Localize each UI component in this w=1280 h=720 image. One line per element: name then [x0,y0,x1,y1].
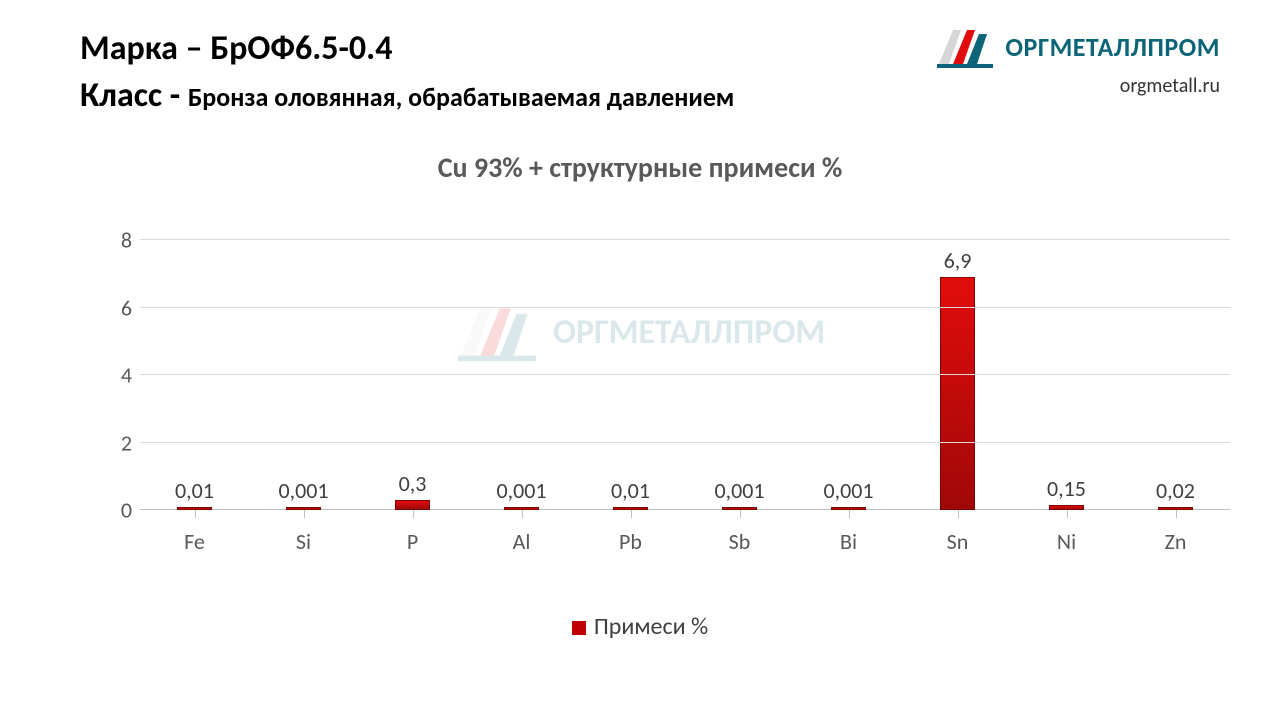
data-label: 0,15 [1047,475,1086,502]
klass-value: Бронза оловянная, обрабатываемая давлени… [188,81,734,113]
brand-block: ОРГМЕТАЛЛПРОМ orgmetall.ru [935,24,1220,98]
x-tick [1067,510,1068,518]
x-tick [304,510,305,518]
y-tick-label: 8 [96,227,132,254]
gridline [140,442,1230,443]
x-tick-label: Ni [1057,528,1076,555]
x-tick [958,510,959,518]
marka-label: Марка [80,28,178,69]
data-label: 0,3 [399,470,427,497]
x-tick [1176,510,1177,518]
marka-value: БрОФ6.5-0.4 [210,28,392,69]
y-tick-label: 2 [96,429,132,456]
gridline [140,239,1230,240]
x-tick-label: P [407,528,418,555]
x-tick-label: Al [513,528,531,555]
legend-label: Примеси % [594,612,708,641]
x-tick [522,510,523,518]
bars-container: 0,01Fe0,001Si0,3P0,001Al0,01Pb0,001Sb0,0… [140,240,1230,510]
gridline [140,374,1230,375]
data-label: 0,001 [823,477,873,504]
x-tick [740,510,741,518]
x-tick [631,510,632,518]
brand-logo: ОРГМЕТАЛЛПРОМ [935,24,1220,70]
bar-slot: 0,001Al [467,240,576,510]
data-label: 0,01 [175,477,214,504]
bar-slot: 0,15Ni [1012,240,1121,510]
data-label: 0,001 [278,477,328,504]
klass-sep: - [162,75,188,116]
klass-label: Класс [80,75,162,116]
x-tick-label: Bi [840,528,857,555]
legend-swatch [572,621,586,635]
marka-sep: – [178,28,210,69]
brand-url: orgmetall.ru [935,74,1220,98]
y-tick-label: 0 [96,497,132,524]
x-tick [413,510,414,518]
bar-slot: 6,9Sn [903,240,1012,510]
x-tick-label: Sn [947,528,969,555]
x-tick [195,510,196,518]
x-tick-label: Fe [184,528,205,555]
x-tick-label: Pb [619,528,642,555]
page: Марка – БрОФ6.5-0.4 Класс - Бронза оловя… [0,0,1280,720]
brand-name: ОРГМЕТАЛЛПРОМ [1005,31,1220,63]
plot-area: 0,01Fe0,001Si0,3P0,001Al0,01Pb0,001Sb0,0… [140,240,1230,510]
data-label: 0,001 [714,477,764,504]
chart-subtitle: Cu 93% + структурные примеси % [0,150,1280,185]
bar-slot: 0,001Si [249,240,358,510]
data-label: 6,9 [944,247,972,274]
y-tick-label: 4 [96,362,132,389]
data-label: 0,001 [496,477,546,504]
bar-slot: 0,01Pb [576,240,685,510]
chart: 0,01Fe0,001Si0,3P0,001Al0,01Pb0,001Sb0,0… [80,220,1230,580]
gridline [140,307,1230,308]
bar-slot: 0,3P [358,240,467,510]
x-tick [849,510,850,518]
bar-slot: 0,001Bi [794,240,903,510]
legend: Примеси % [0,612,1280,641]
y-tick-label: 6 [96,294,132,321]
x-tick-label: Si [296,528,311,555]
bar: 6,9 [940,277,975,510]
bar-slot: 0,01Fe [140,240,249,510]
data-label: 0,01 [611,477,650,504]
x-tick-label: Sb [729,528,751,555]
data-label: 0,02 [1156,477,1195,504]
bar-slot: 0,001Sb [685,240,794,510]
bar-slot: 0,02Zn [1121,240,1230,510]
bar: 0,3 [395,500,430,510]
brand-logo-icon [935,24,995,70]
x-tick-label: Zn [1165,528,1187,555]
